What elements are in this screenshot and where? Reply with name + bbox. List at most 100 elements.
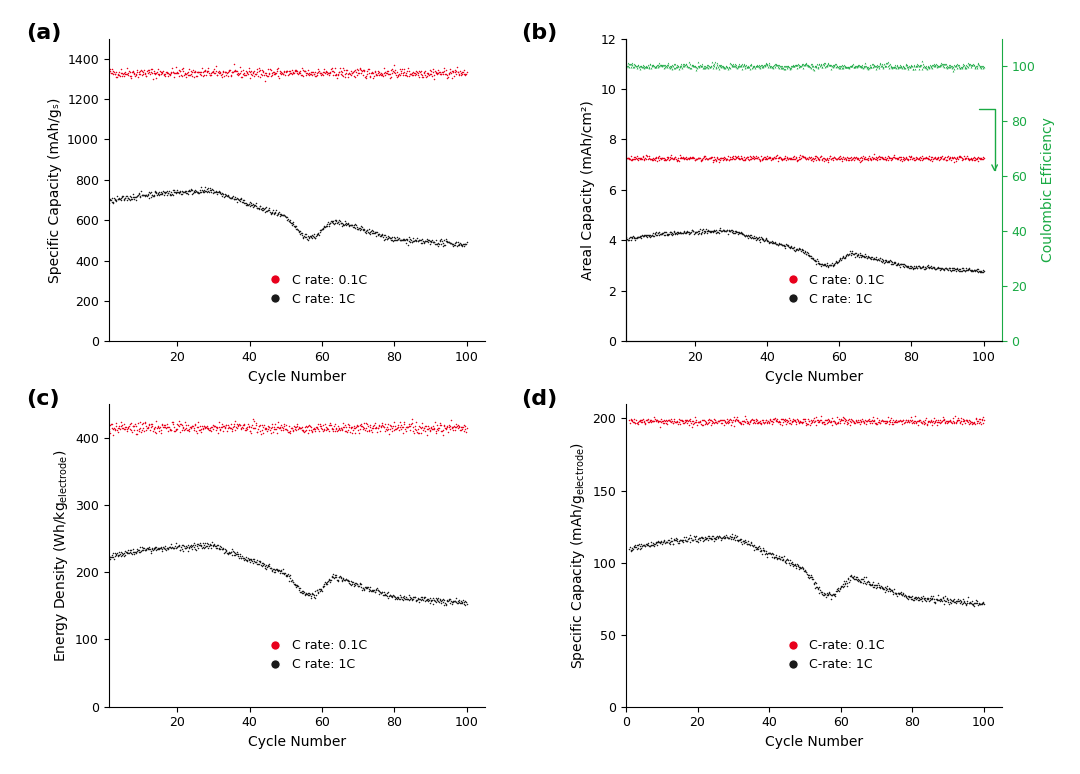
Point	[704, 154, 721, 166]
Point	[320, 67, 337, 79]
Point	[820, 413, 837, 425]
Point	[635, 539, 652, 551]
Point	[453, 424, 470, 437]
Point	[961, 262, 978, 275]
Point	[423, 236, 441, 248]
Point	[887, 414, 904, 426]
Point	[973, 598, 990, 610]
Point	[945, 60, 962, 73]
Point	[639, 229, 657, 241]
Point	[651, 226, 669, 238]
Point	[221, 64, 239, 77]
Point	[659, 534, 676, 546]
Point	[962, 152, 980, 165]
Point	[299, 588, 316, 601]
Point	[791, 563, 808, 575]
Point	[689, 60, 706, 73]
Point	[172, 65, 189, 77]
Point	[848, 151, 865, 163]
Point	[360, 63, 377, 75]
Point	[224, 192, 241, 204]
Point	[872, 416, 889, 429]
Point	[772, 416, 789, 428]
Point	[973, 60, 990, 72]
Point	[748, 233, 766, 245]
Point	[843, 415, 861, 427]
Point	[841, 60, 859, 73]
Point	[866, 153, 883, 166]
Point	[852, 414, 869, 426]
Point	[654, 227, 672, 239]
Point	[445, 594, 462, 607]
Point	[852, 60, 869, 72]
Point	[266, 67, 283, 79]
Point	[437, 67, 455, 80]
Point	[813, 416, 831, 429]
Point	[314, 580, 332, 592]
Point	[375, 229, 392, 241]
Point	[235, 417, 253, 430]
Point	[269, 416, 286, 428]
Point	[309, 67, 326, 80]
Point	[380, 232, 397, 245]
Point	[139, 420, 157, 433]
Point	[237, 550, 254, 563]
Point	[179, 539, 197, 552]
Point	[387, 423, 404, 435]
Point	[970, 60, 987, 72]
Point	[967, 597, 984, 609]
Point	[811, 587, 828, 599]
Point	[226, 193, 243, 205]
Point	[838, 418, 855, 430]
Point	[639, 416, 657, 428]
Point	[667, 227, 685, 239]
Point	[125, 190, 143, 203]
Point	[218, 190, 235, 202]
Point	[363, 584, 380, 596]
Point	[218, 188, 235, 200]
Point	[784, 151, 801, 163]
Point	[174, 543, 191, 555]
Point	[748, 414, 766, 426]
Point	[934, 262, 951, 275]
Point	[123, 416, 140, 429]
Point	[782, 416, 799, 429]
Point	[262, 561, 280, 574]
Point	[207, 540, 225, 553]
Point	[392, 234, 409, 246]
Point	[194, 186, 212, 198]
Point	[310, 63, 327, 76]
Point	[157, 540, 174, 553]
Point	[114, 190, 132, 203]
Point	[634, 413, 651, 425]
Point	[694, 150, 712, 163]
Point	[735, 153, 753, 166]
Point	[314, 69, 332, 81]
Point	[946, 595, 963, 608]
Point	[347, 63, 364, 76]
Point	[743, 150, 760, 163]
Point	[684, 224, 701, 236]
Point	[770, 552, 787, 564]
Point	[420, 420, 437, 432]
Point	[654, 417, 672, 430]
Point	[384, 420, 402, 433]
Point	[944, 263, 961, 276]
Point	[735, 415, 753, 427]
Point	[108, 424, 125, 437]
Point	[768, 414, 785, 426]
Point	[916, 417, 933, 430]
Point	[693, 58, 711, 70]
Point	[833, 414, 850, 426]
Point	[315, 65, 333, 77]
Point	[733, 228, 751, 240]
Point	[239, 423, 256, 435]
Point	[929, 152, 946, 165]
Point	[269, 563, 286, 576]
Point	[786, 558, 804, 570]
Point	[874, 152, 891, 164]
Point	[956, 152, 973, 165]
Point	[451, 239, 469, 252]
Point	[687, 227, 704, 239]
Point	[676, 534, 693, 546]
